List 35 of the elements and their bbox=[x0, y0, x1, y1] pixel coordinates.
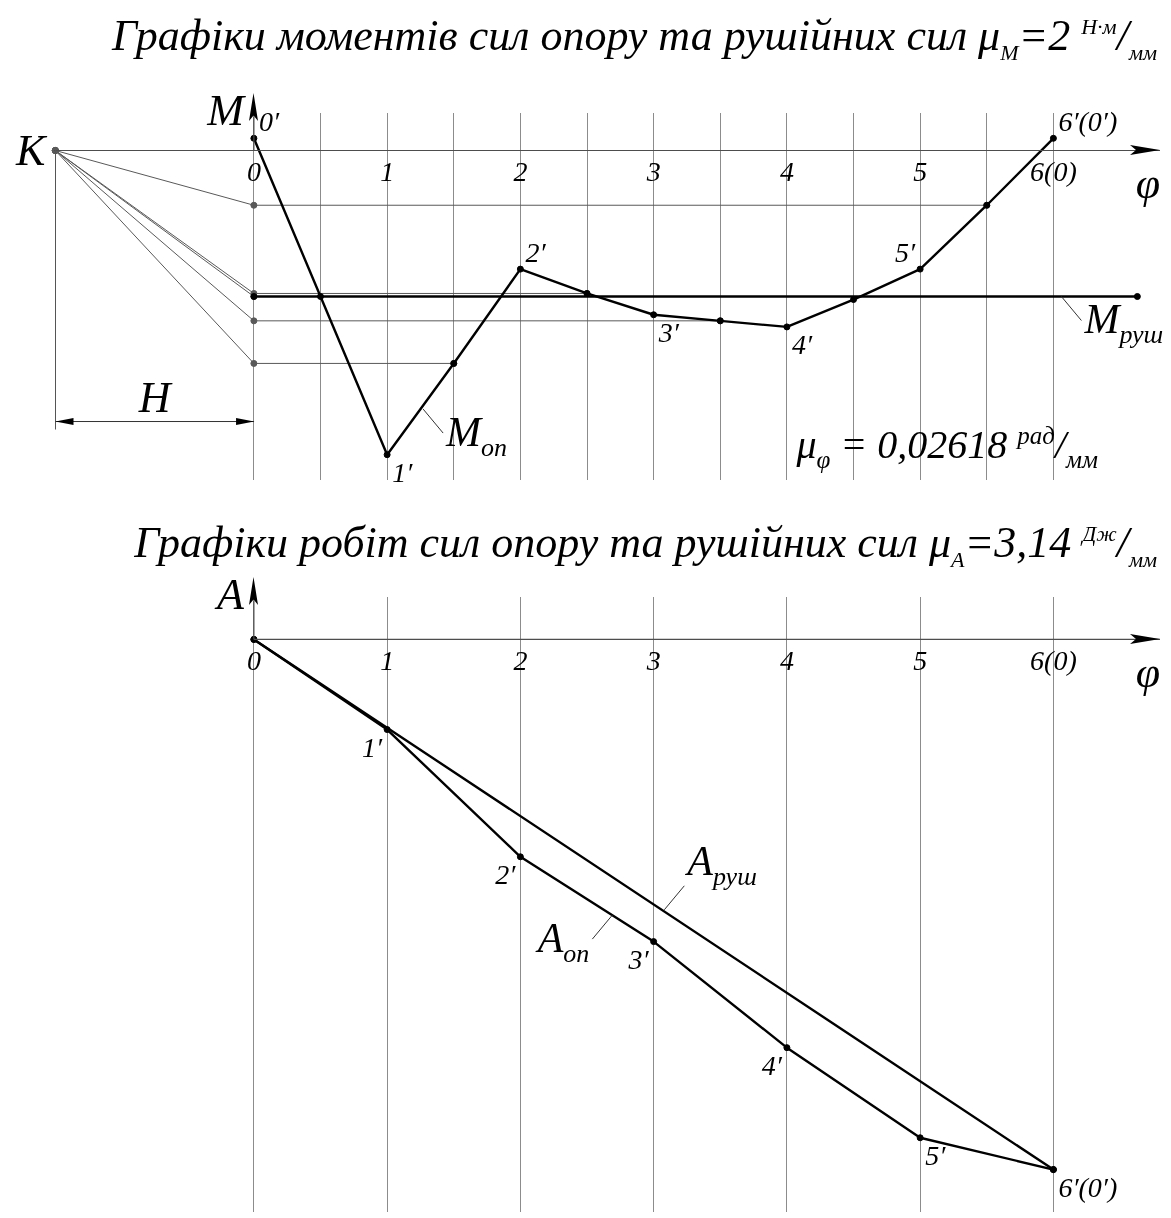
chart-title: Графіки робіт сил опору та рушійних сил μ$_{A}$=3,14 $^{Дж}$/$_{мм}$ bbox=[134, 518, 1157, 572]
annotation: H bbox=[137, 373, 173, 422]
x-tick-label: 0 bbox=[246, 644, 261, 676]
x-tick-label: 4 bbox=[779, 155, 794, 187]
annotation: 4′ bbox=[761, 1049, 783, 1081]
x-tick-label: 2 bbox=[513, 644, 528, 676]
annotation: 4′ bbox=[791, 328, 813, 360]
x-tick-label: 2 bbox=[513, 155, 528, 187]
annotation: 2′ bbox=[525, 237, 547, 269]
x-tick-label: 3 bbox=[645, 155, 661, 187]
annotation: 5′ bbox=[925, 1139, 947, 1171]
x-tick-label: 1 bbox=[380, 155, 395, 187]
annotation: 5′ bbox=[895, 237, 917, 269]
y-axis-title: A bbox=[214, 570, 245, 619]
annotation: 0′ bbox=[258, 106, 280, 138]
annotation: 6′(0′) bbox=[1058, 106, 1118, 138]
y-axis-title: M bbox=[206, 86, 247, 135]
x-tick-label: 4 bbox=[779, 644, 794, 676]
x-axis-title: φ bbox=[1135, 648, 1160, 698]
x-tick-label: 0 bbox=[246, 155, 261, 187]
annotation: 2′ bbox=[495, 858, 517, 890]
annotation: 3′ bbox=[627, 943, 650, 975]
x-tick-label: 5 bbox=[913, 155, 928, 187]
annotation: 1′ bbox=[392, 456, 414, 488]
x-tick-label: 6(0) bbox=[1030, 155, 1077, 187]
annotation: K bbox=[14, 126, 48, 176]
annotation: 1′ bbox=[362, 731, 384, 763]
chart-title: Графіки моментів сил опору та рушійних сил μ$_{M}$=2 $^{Н·м}$/$_{мм}$ bbox=[111, 11, 1157, 65]
x-tick-label: 1 bbox=[380, 644, 395, 676]
x-axis-title: φ bbox=[1135, 159, 1160, 209]
annotation: 3′ bbox=[657, 316, 680, 348]
x-tick-label: 5 bbox=[913, 644, 928, 676]
annotation: 6′(0′) bbox=[1058, 1171, 1118, 1203]
x-tick-label: 6(0) bbox=[1030, 644, 1077, 676]
x-tick-label: 3 bbox=[645, 644, 661, 676]
